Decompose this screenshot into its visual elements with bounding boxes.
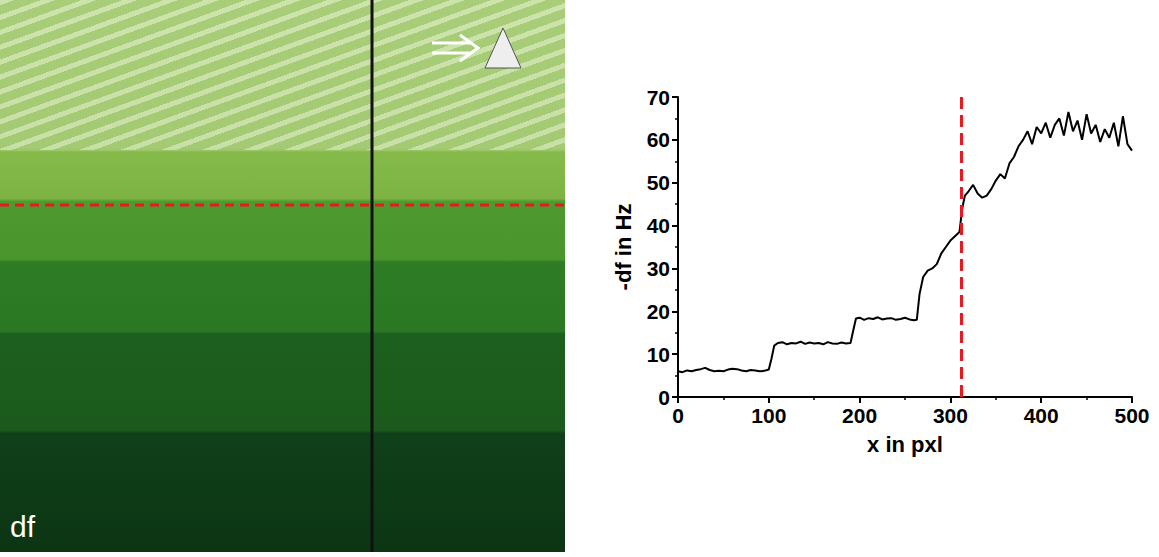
svg-text:30: 30 [647, 257, 670, 280]
svg-text:60: 60 [647, 128, 670, 151]
svg-text:200: 200 [842, 404, 877, 427]
svg-text:300: 300 [933, 404, 968, 427]
svg-text:0: 0 [672, 404, 684, 427]
svg-text:10: 10 [647, 343, 670, 366]
html-text:df: df [10, 510, 35, 543]
svg-text:20: 20 [647, 300, 670, 323]
svg-text:100: 100 [751, 404, 786, 427]
svg-text:500: 500 [1114, 404, 1149, 427]
svg-text:400: 400 [1024, 404, 1059, 427]
svg-text:40: 40 [647, 214, 670, 237]
svg-text:x in pxl: x in pxl [867, 432, 943, 457]
svg-text:50: 50 [647, 171, 670, 194]
svg-text:-df in Hz: -df in Hz [611, 204, 636, 291]
svg-text:70: 70 [647, 86, 670, 109]
svg-text:0: 0 [658, 386, 670, 409]
